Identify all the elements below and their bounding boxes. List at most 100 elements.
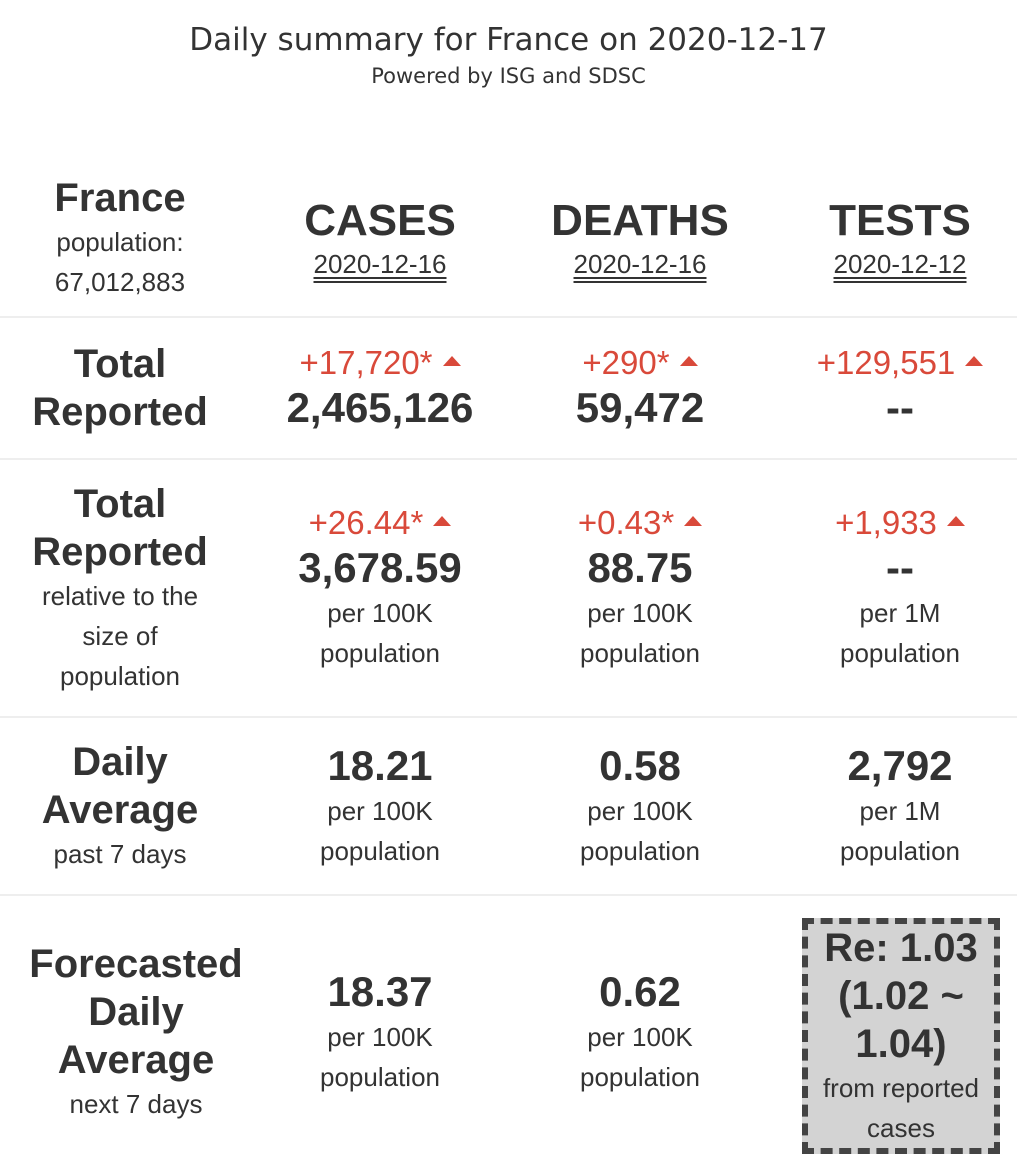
unit-line: population	[580, 638, 700, 668]
relative-row: Total Reported relative to the size of p…	[0, 458, 1017, 716]
column-tests: TESTS 2020-12-12	[770, 160, 1017, 316]
row-label-line: Daily	[72, 740, 168, 784]
re-range: 1.04)	[855, 1022, 947, 1066]
tests-daily-value: 2,792	[847, 742, 953, 789]
deaths-daily-cell: 0.58 per 100K population	[510, 718, 770, 894]
population-value: 67,012,883	[54, 267, 186, 297]
cases-delta: +26.44*	[309, 503, 452, 543]
row-label-line: Daily	[88, 990, 184, 1034]
unit-line: per 100K	[327, 1022, 433, 1052]
row-sublabel: past 7 days	[53, 839, 187, 869]
country-name: France	[54, 176, 186, 220]
cases-total-cell: +17,720* 2,465,126	[250, 318, 510, 458]
column-deaths: DEATHS 2020-12-16	[510, 160, 770, 316]
total-reported-row: Total Reported +17,720* 2,465,126 +290* …	[0, 316, 1017, 458]
triangle-up-icon	[433, 516, 452, 527]
triangle-up-icon	[684, 516, 703, 527]
header: Daily summary for France on 2020-12-17 P…	[0, 18, 1017, 90]
tests-delta: +1,933	[835, 503, 965, 543]
unit-line: population	[320, 1062, 440, 1092]
tests-daily-cell: 2,792 per 1M population	[770, 718, 1017, 894]
unit-line: per 1M	[859, 796, 941, 826]
row-label-line: Reported	[32, 390, 208, 434]
delta-text: +26.44*	[308, 504, 424, 541]
column-name: TESTS	[829, 196, 971, 245]
delta-text: +17,720*	[299, 344, 433, 381]
row-label: Daily Average past 7 days	[0, 718, 240, 894]
column-name: DEATHS	[551, 196, 729, 245]
deaths-total-cell: +290* 59,472	[510, 318, 770, 458]
delta-text: +0.43*	[577, 504, 675, 541]
row-label-line: Average	[41, 788, 199, 832]
unit-line: per 100K	[327, 796, 433, 826]
triangle-up-icon	[679, 356, 698, 367]
column-date-link[interactable]: 2020-12-12	[833, 249, 967, 279]
deaths-relative-value: 88.75	[587, 544, 693, 591]
triangle-up-icon	[965, 356, 984, 367]
row-sublabel: population	[60, 661, 180, 691]
cases-delta: +17,720*	[299, 343, 461, 383]
forecast-row: Forecasted Daily Average next 7 days 18.…	[0, 894, 1017, 1168]
delta-text: +129,551	[816, 344, 956, 381]
unit-line: per 1M	[859, 598, 941, 628]
unit-line: population	[840, 836, 960, 866]
tests-total-value: --	[886, 384, 914, 431]
country-info: France population: 67,012,883	[0, 160, 240, 316]
re-value: Re: 1.03	[824, 926, 978, 970]
column-date-link[interactable]: 2020-12-16	[313, 249, 447, 279]
row-label: Forecasted Daily Average next 7 days	[6, 896, 266, 1168]
column-date-link[interactable]: 2020-12-16	[573, 249, 707, 279]
row-label-line: Total	[73, 342, 167, 386]
unit-line: population	[320, 638, 440, 668]
re-estimate-box: Re: 1.03 (1.02 ~ 1.04) from reported cas…	[802, 918, 1000, 1154]
deaths-daily-value: 0.58	[599, 742, 681, 789]
tests-delta: +129,551	[817, 343, 984, 383]
unit-line: population	[320, 836, 440, 866]
unit-line: population	[840, 638, 960, 668]
triangle-up-icon	[946, 516, 965, 527]
tests-relative-value: --	[886, 544, 914, 591]
row-label-line: Average	[57, 1038, 215, 1082]
tests-relative-cell: +1,933 -- per 1M population	[770, 460, 1017, 716]
population-label: population:	[56, 227, 184, 257]
deaths-delta: +0.43*	[577, 503, 703, 543]
tests-total-cell: +129,551 --	[770, 318, 1017, 458]
deaths-delta: +290*	[582, 343, 698, 383]
re-source: from reported	[822, 1073, 980, 1103]
cases-forecast-cell: 18.37 per 100K population	[250, 896, 510, 1168]
page-subtitle: Powered by ISG and SDSC	[371, 64, 646, 88]
cases-total-value: 2,465,126	[286, 384, 474, 431]
page-title: Daily summary for France on 2020-12-17	[189, 22, 828, 58]
row-label-line: Reported	[32, 530, 208, 574]
cases-relative-value: 3,678.59	[298, 544, 462, 591]
deaths-total-value: 59,472	[575, 384, 705, 431]
deaths-forecast-value: 0.62	[599, 968, 681, 1015]
row-sublabel: size of	[82, 621, 158, 651]
cases-daily-value: 18.21	[327, 742, 433, 789]
column-cases: CASES 2020-12-16	[250, 160, 510, 316]
cases-relative-cell: +26.44* 3,678.59 per 100K population	[250, 460, 510, 716]
row-label-line: Forecasted	[29, 942, 243, 986]
daily-average-row: Daily Average past 7 days 18.21 per 100K…	[0, 716, 1017, 894]
delta-text: +1,933	[835, 504, 937, 541]
unit-line: per 100K	[587, 598, 693, 628]
deaths-forecast-cell: 0.62 per 100K population	[510, 896, 770, 1168]
triangle-up-icon	[442, 356, 461, 367]
row-label: Total Reported	[0, 318, 240, 458]
cases-forecast-value: 18.37	[327, 968, 433, 1015]
unit-line: population	[580, 836, 700, 866]
delta-text: +290*	[582, 344, 670, 381]
column-header-row: France population: 67,012,883 CASES 2020…	[0, 160, 1017, 316]
row-label-line: Total	[73, 482, 167, 526]
column-name: CASES	[304, 196, 456, 245]
row-sublabel: relative to the	[41, 581, 199, 611]
unit-line: per 100K	[587, 796, 693, 826]
unit-line: per 100K	[327, 598, 433, 628]
deaths-relative-cell: +0.43* 88.75 per 100K population	[510, 460, 770, 716]
row-sublabel: next 7 days	[69, 1089, 203, 1119]
unit-line: per 100K	[587, 1022, 693, 1052]
row-label: Total Reported relative to the size of p…	[0, 460, 240, 716]
re-range: (1.02 ~	[838, 974, 964, 1018]
unit-line: population	[580, 1062, 700, 1092]
